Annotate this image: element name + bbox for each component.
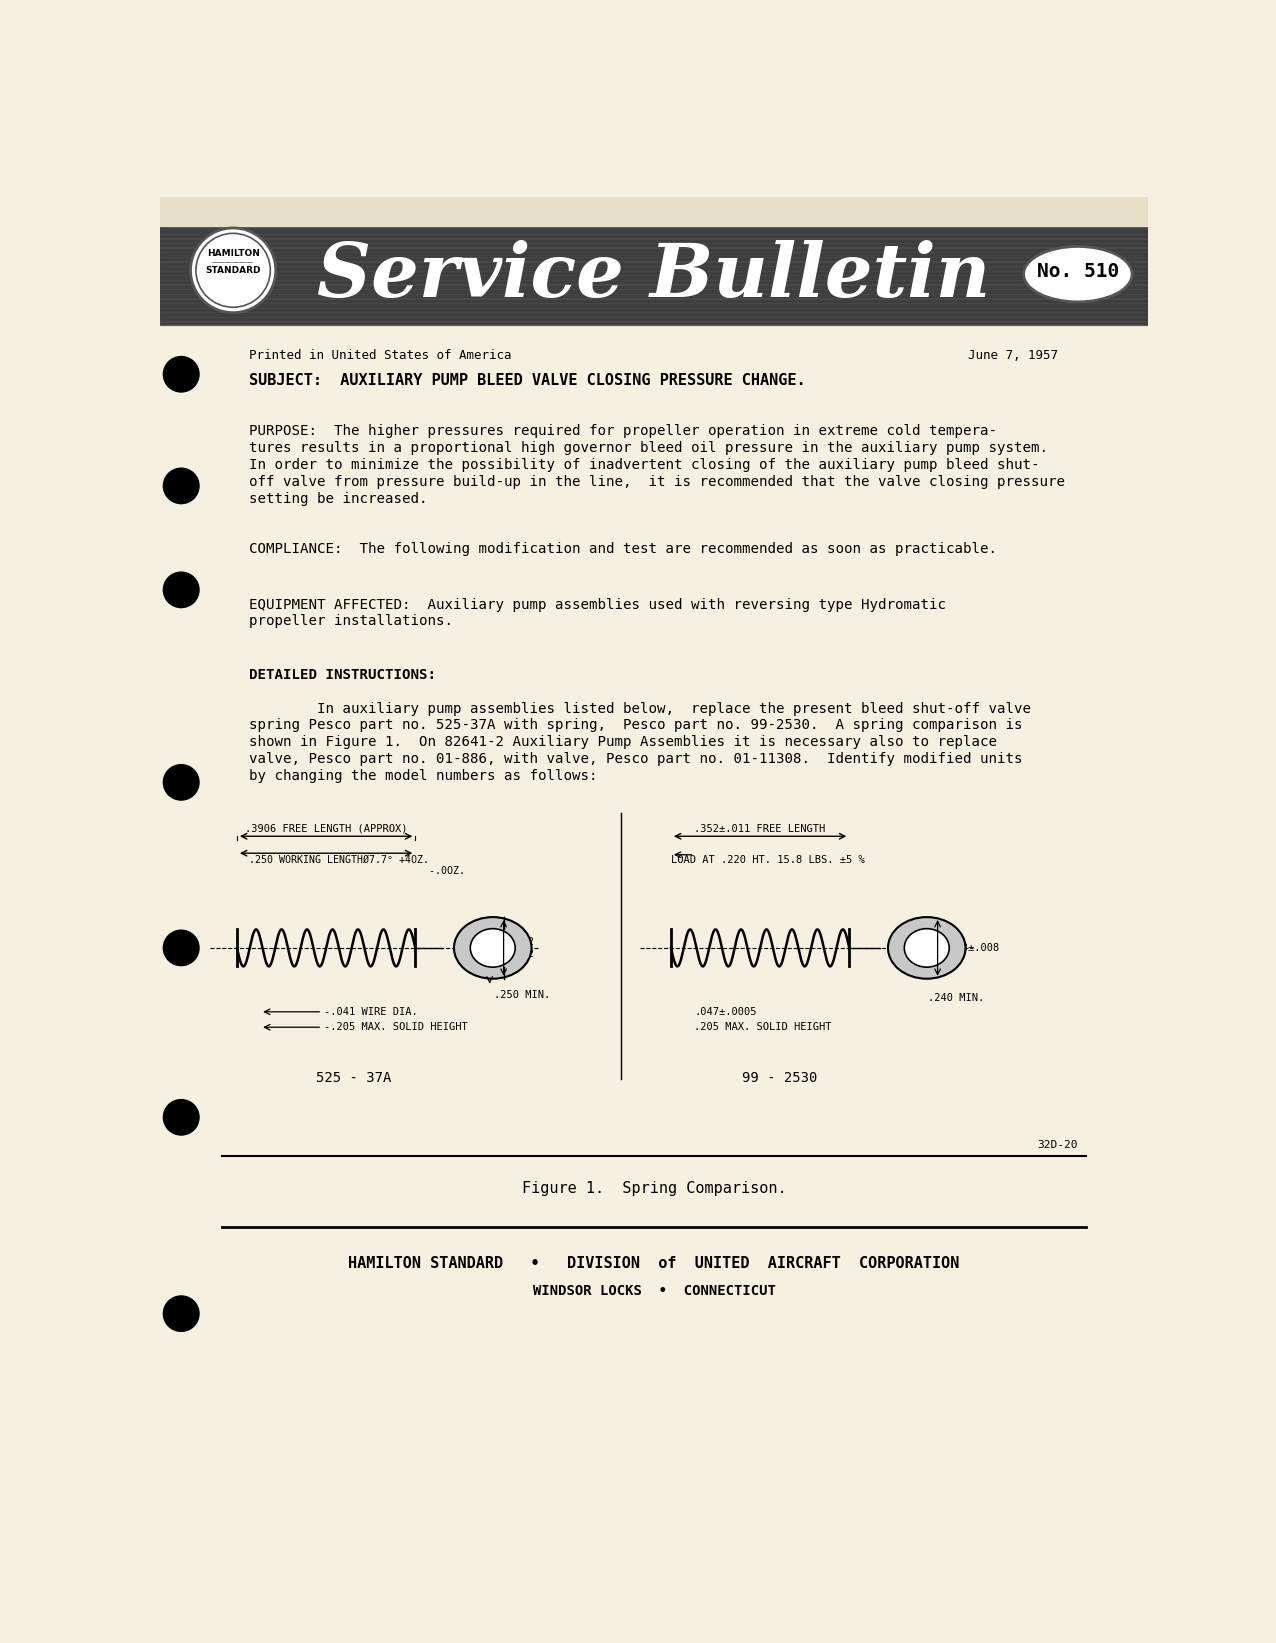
Bar	[160, 276, 1148, 279]
Text: .205 MAX. SOLID HEIGHT: .205 MAX. SOLID HEIGHT	[694, 1022, 832, 1032]
Text: HAMILTON: HAMILTON	[207, 248, 259, 258]
Bar	[160, 271, 1148, 274]
Text: propeller installations.: propeller installations.	[249, 614, 453, 629]
Text: WINDSOR LOCKS  •  CONNECTICUT: WINDSOR LOCKS • CONNECTICUT	[532, 1285, 776, 1298]
Circle shape	[163, 357, 199, 393]
Text: Figure 1.  Spring Comparison.: Figure 1. Spring Comparison.	[522, 1181, 786, 1196]
Text: .250 WORKING LENGTHØ7.7ᵒ +4OZ.: .250 WORKING LENGTHØ7.7ᵒ +4OZ.	[249, 854, 429, 864]
Text: .332: .332	[510, 950, 535, 960]
Text: tures results in a proportional high governor bleed oil pressure in the auxiliar: tures results in a proportional high gov…	[249, 442, 1048, 455]
Bar	[160, 299, 1148, 302]
Text: spring Pesco part no. 525-37A with spring,  Pesco part no. 99-2530.  A spring co: spring Pesco part no. 525-37A with sprin…	[249, 718, 1022, 733]
Text: In auxiliary pump assemblies listed below,  replace the present bleed shut-off v: In auxiliary pump assemblies listed belo…	[249, 702, 1031, 715]
Text: STANDARD: STANDARD	[205, 266, 260, 274]
Text: .3906 FREE LENGTH (APPROX): .3906 FREE LENGTH (APPROX)	[245, 823, 407, 835]
Bar	[160, 240, 1148, 242]
Text: .250 MIN.: .250 MIN.	[494, 991, 550, 1001]
Circle shape	[163, 764, 199, 800]
Text: setting be increased.: setting be increased.	[249, 491, 427, 506]
Text: HAMILTON STANDARD   •   DIVISION  of  UNITED  AIRCRAFT  CORPORATION: HAMILTON STANDARD • DIVISION of UNITED A…	[348, 1255, 960, 1272]
Bar	[160, 223, 1148, 324]
Ellipse shape	[888, 917, 966, 979]
Text: off valve from pressure build-up in the line,  it is recommended that the valve : off valve from pressure build-up in the …	[249, 475, 1064, 490]
Ellipse shape	[471, 928, 516, 968]
Bar	[160, 314, 1148, 315]
Text: EQUIPMENT AFFECTED:  Auxiliary pump assemblies used with reversing type Hydromat: EQUIPMENT AFFECTED: Auxiliary pump assem…	[249, 598, 946, 611]
Ellipse shape	[1023, 246, 1132, 302]
Bar	[160, 245, 1148, 246]
Text: Service Bulletin: Service Bulletin	[318, 240, 990, 312]
Text: 525 - 37A: 525 - 37A	[315, 1071, 390, 1084]
Ellipse shape	[454, 917, 532, 979]
Circle shape	[163, 1099, 199, 1135]
Text: ——————: ——————	[212, 260, 254, 266]
Bar	[160, 258, 1148, 260]
Text: LOAD AT .220 HT. 15.8 LBS. ±5 %: LOAD AT .220 HT. 15.8 LBS. ±5 %	[671, 854, 865, 864]
Text: In order to minimize the possibility of inadvertent closing of the auxiliary pum: In order to minimize the possibility of …	[249, 458, 1039, 472]
Bar	[160, 235, 1148, 237]
Text: June 7, 1957: June 7, 1957	[968, 348, 1059, 361]
Text: No. 510: No. 510	[1036, 263, 1119, 281]
Text: 99 - 2530: 99 - 2530	[741, 1071, 817, 1084]
Text: COMPLIANCE:  The following modification and test are recommended as soon as prac: COMPLIANCE: The following modification a…	[249, 542, 997, 555]
Bar	[160, 268, 1148, 269]
Bar	[160, 319, 1148, 320]
Bar	[160, 291, 1148, 292]
Text: -.0OZ.: -.0OZ.	[249, 866, 464, 876]
Circle shape	[163, 468, 199, 504]
Text: -.205 MAX. SOLID HEIGHT: -.205 MAX. SOLID HEIGHT	[324, 1022, 467, 1032]
Circle shape	[163, 572, 199, 608]
Text: shown in Figure 1.  On 82641-2 Auxiliary Pump Assemblies it is necessary also to: shown in Figure 1. On 82641-2 Auxiliary …	[249, 736, 997, 749]
Text: SUBJECT:  AUXILIARY PUMP BLEED VALVE CLOSING PRESSURE CHANGE.: SUBJECT: AUXILIARY PUMP BLEED VALVE CLOS…	[249, 373, 805, 388]
Ellipse shape	[905, 928, 949, 968]
Bar	[160, 230, 1148, 233]
Bar	[160, 322, 1148, 325]
Text: .352±.011 FREE LENGTH: .352±.011 FREE LENGTH	[694, 823, 826, 835]
Bar	[160, 248, 1148, 251]
Text: .343±.008: .343±.008	[944, 943, 1000, 953]
Text: .240 MIN.: .240 MIN.	[929, 992, 985, 1002]
Bar	[160, 281, 1148, 283]
Text: .342: .342	[510, 937, 535, 946]
Text: -.041 WIRE DIA.: -.041 WIRE DIA.	[324, 1007, 417, 1017]
Circle shape	[163, 930, 199, 966]
Text: .047±.0005: .047±.0005	[694, 1007, 757, 1017]
Circle shape	[163, 1296, 199, 1331]
Text: by changing the model numbers as follows:: by changing the model numbers as follows…	[249, 769, 597, 784]
Bar	[160, 253, 1148, 256]
Circle shape	[190, 228, 276, 312]
Text: 32D-20: 32D-20	[1037, 1140, 1078, 1150]
Text: Printed in United States of America: Printed in United States of America	[249, 348, 512, 361]
Bar	[160, 197, 1148, 227]
Bar	[160, 286, 1148, 288]
Text: DETAILED INSTRUCTIONS:: DETAILED INSTRUCTIONS:	[249, 669, 435, 682]
Bar	[160, 263, 1148, 265]
Bar	[160, 309, 1148, 311]
Bar	[160, 225, 1148, 228]
Text: valve, Pesco part no. 01-886, with valve, Pesco part no. 01-11308.  Identify mod: valve, Pesco part no. 01-886, with valve…	[249, 752, 1022, 766]
Text: PURPOSE:  The higher pressures required for propeller operation in extreme cold : PURPOSE: The higher pressures required f…	[249, 424, 997, 439]
Bar	[160, 304, 1148, 307]
Bar	[160, 296, 1148, 297]
